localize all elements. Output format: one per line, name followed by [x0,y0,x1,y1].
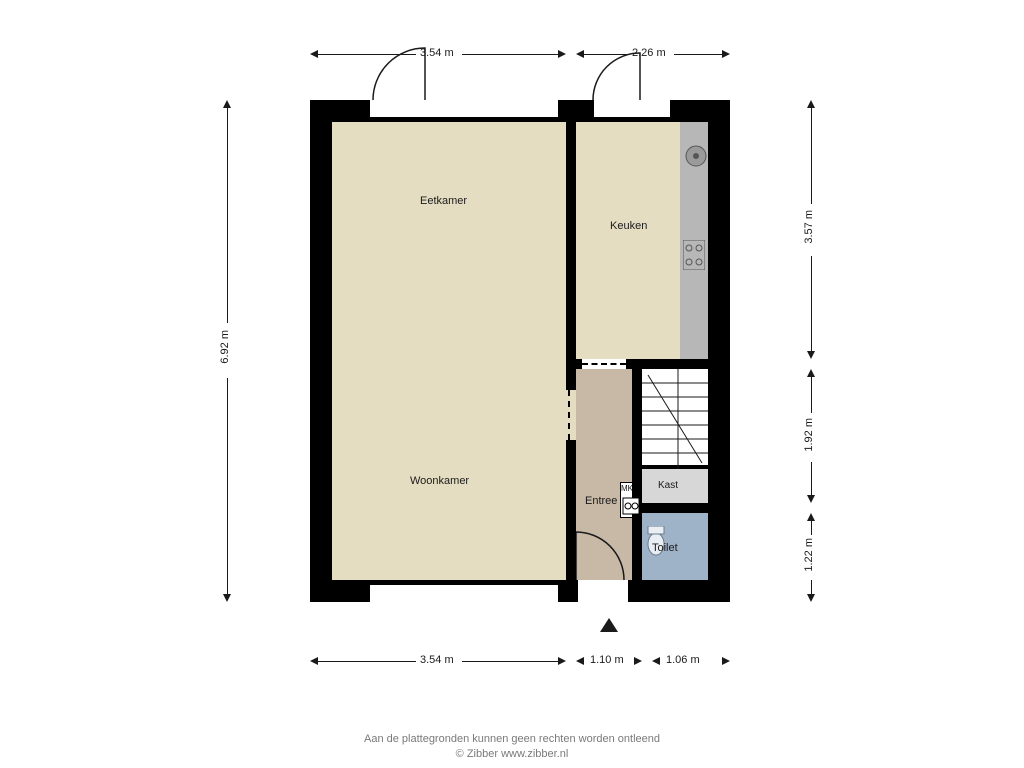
label-keuken: Keuken [610,220,647,232]
dim-top-2-label: 2.26 m [632,47,666,59]
wall-outer-bottom-mid [558,580,578,602]
wall-vertical-main [566,100,576,580]
window-bottom-1 [370,580,558,585]
mk-detail [621,496,641,516]
dim-right-2-label: 1.92 m [803,418,815,452]
dim-bottom-3-label: 1.06 m [666,654,700,666]
hob-icon [683,240,705,270]
opening-living-dash [568,390,570,440]
label-mk: MK [621,484,633,493]
opening-entree-top-dash [582,363,626,365]
room-eetkamer [332,122,566,352]
label-eetkamer: Eetkamer [420,195,467,207]
dim-top-1-label: 3.54 m [420,47,454,59]
footer-line-2: © Zibber www.zibber.nl [0,747,1024,762]
wall-toilet-top [632,503,710,513]
dim-bottom-1-label: 3.54 m [420,654,454,666]
dim-bottom-2-label: 1.10 m [590,654,624,666]
wall-outer-top-mid [558,100,594,122]
sink-icon [684,144,708,168]
dim-right-3-label: 1.22 m [803,538,815,572]
wall-outer-bottom-left [310,580,370,602]
footer-text: Aan de plattegronden kunnen geen rechten… [0,732,1024,763]
label-entree: Entree [585,495,617,507]
entry-marker-icon [600,618,618,632]
wall-entree-right [632,369,642,582]
wall-outer-right [708,100,730,602]
window-top-2 [594,117,670,122]
door-arc-entree [576,528,631,583]
label-woonkamer: Woonkamer [410,475,469,487]
stairs-icon [642,369,708,469]
footer-line-1: Aan de plattegronden kunnen geen rechten… [0,732,1024,747]
wall-outer-left [310,100,332,602]
wall-outer-bottom-right [628,580,730,602]
window-top-1 [370,117,558,122]
label-kast: Kast [658,480,678,491]
dim-left-1-label: 6.92 m [219,330,231,364]
floor-plan: Eetkamer Woonkamer Keuken Entree Kast To… [310,100,730,602]
label-toilet: Toilet [652,542,678,554]
dim-right-1-label: 3.57 m [803,210,815,244]
room-woonkamer [332,352,566,580]
